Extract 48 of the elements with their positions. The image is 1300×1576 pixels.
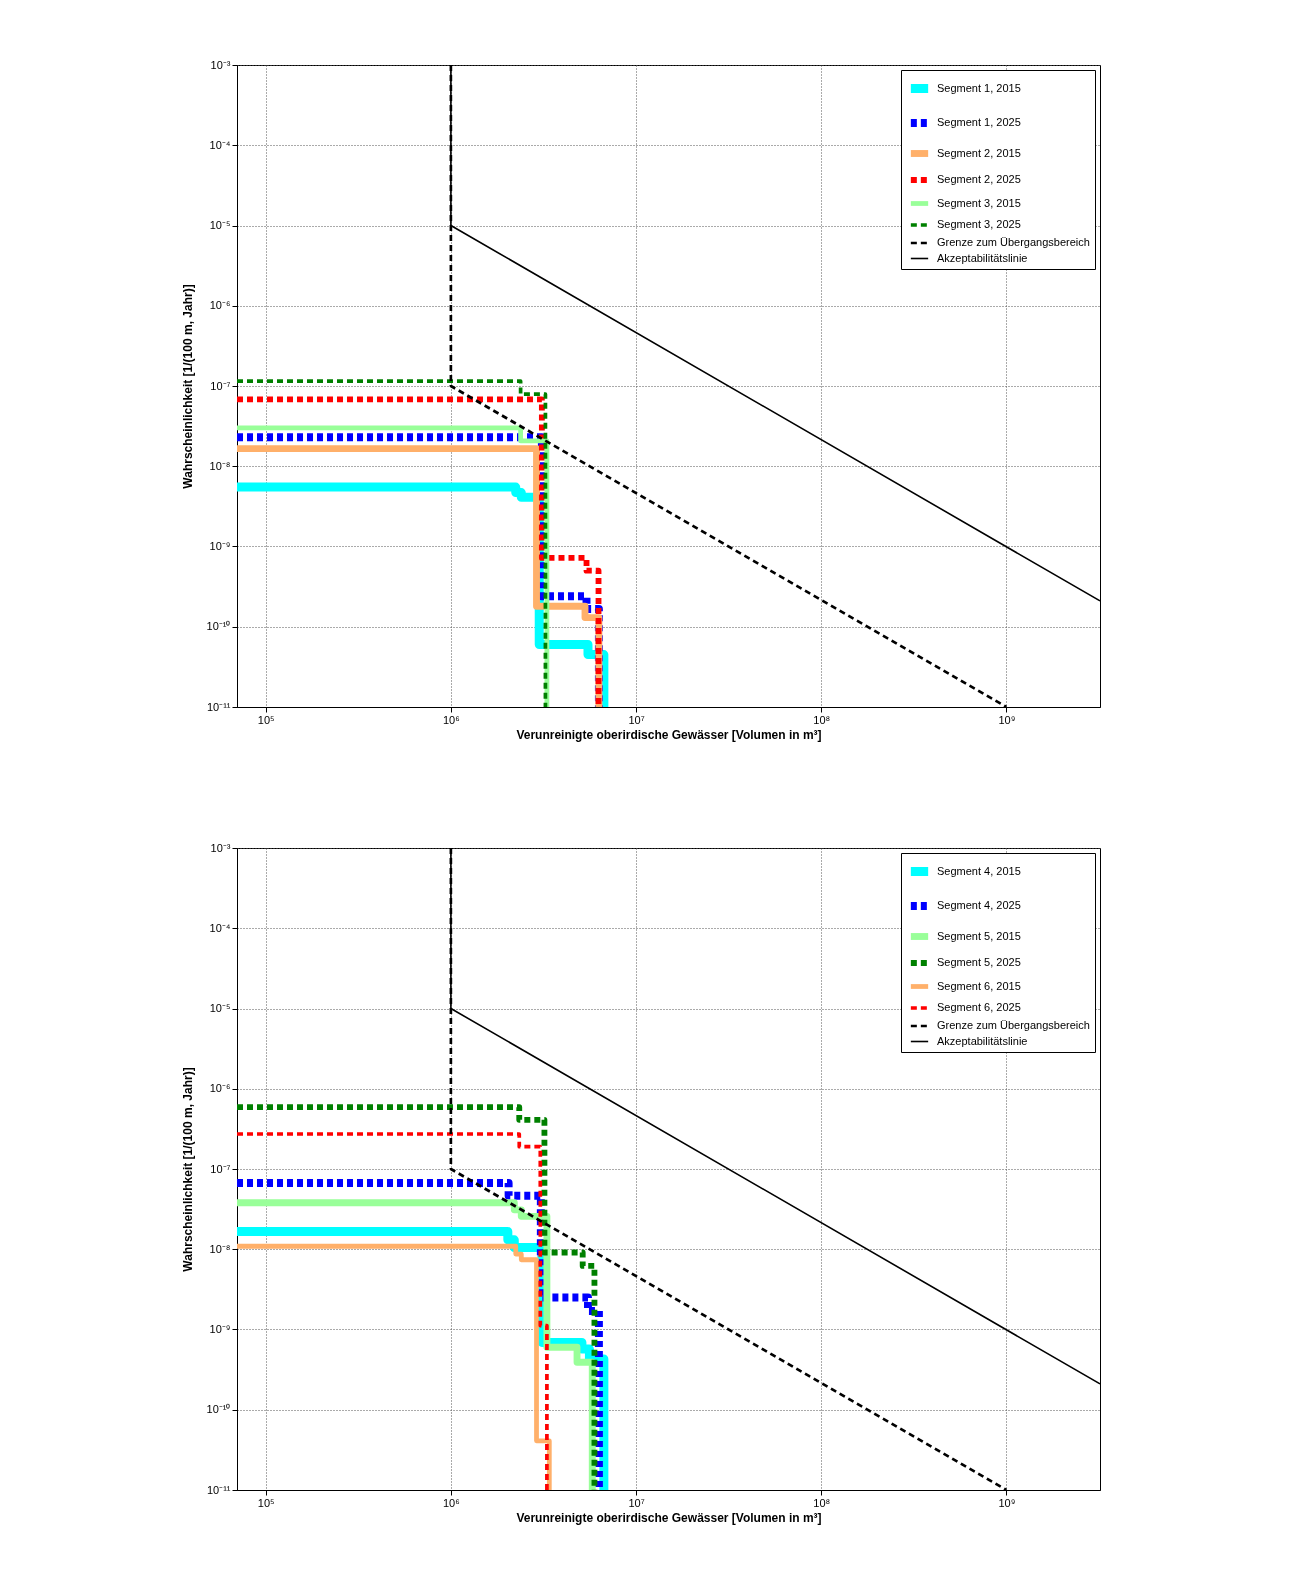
y-tick-label: 10⁻⁵: [209, 1002, 231, 1014]
y-tick-label: 10⁻¹⁰: [206, 1403, 231, 1416]
legend-label: Segment 6, 2015: [937, 979, 1021, 992]
legend-label: Segment 1, 2025: [937, 116, 1021, 128]
x-tick-label: 10⁸: [813, 713, 831, 726]
x-axis-title: Verunreinigte oberirdische Gewässer [Volumen in m³]: [516, 1510, 822, 1525]
legend-label: Segment 3, 2025: [937, 218, 1021, 230]
y-axis-title: Wahrscheinlichkeit [1/(100 m, Jahr)]: [180, 284, 195, 489]
legend-label: Akzeptabilitätslinie: [937, 1034, 1028, 1047]
x-tick-label: 10⁸: [813, 1496, 831, 1509]
x-axis-title: Verunreinigte oberirdische Gewässer [Volumen in m³]: [516, 727, 822, 742]
y-tick-label: 10⁻¹¹: [206, 1483, 231, 1496]
y-tick-label: 10⁻⁶: [209, 1082, 231, 1095]
y-tick-label: 10⁻⁸: [209, 459, 231, 472]
x-tick-label: 10⁷: [628, 713, 645, 726]
legend-label: Segment 2, 2015: [937, 146, 1021, 159]
legend-label: Segment 4, 2025: [937, 899, 1021, 911]
legend-label: Segment 5, 2015: [937, 929, 1021, 942]
y-tick-label: 10⁻³: [210, 58, 231, 71]
y-tick-label: 10⁻⁹: [209, 1323, 231, 1335]
x-tick-label: 10⁹: [998, 713, 1016, 726]
x-tick-label: 10⁹: [998, 1496, 1016, 1509]
legend-label: Segment 2, 2025: [937, 173, 1021, 185]
legend-label: Segment 1, 2015: [937, 81, 1021, 94]
y-tick-label: 10⁻⁷: [210, 379, 231, 392]
y-tick-label: 10⁻⁶: [209, 299, 231, 312]
legend-label: Grenze zum Übergangsbereich: [937, 236, 1090, 248]
y-tick-label: 10⁻⁴: [209, 921, 231, 934]
y-tick-label: 10⁻¹⁰: [206, 620, 231, 633]
y-tick-label: 10⁻³: [210, 841, 231, 854]
y-tick-label: 10⁻⁴: [209, 138, 231, 151]
x-tick-label: 10⁵: [257, 713, 275, 726]
legend-label: Segment 4, 2015: [937, 864, 1021, 877]
legend-label: Segment 6, 2025: [937, 1001, 1021, 1013]
legend-label: Akzeptabilitätslinie: [937, 251, 1028, 264]
legend-label: Grenze zum Übergangsbereich: [937, 1019, 1090, 1031]
y-tick-label: 10⁻⁵: [209, 219, 231, 231]
y-tick-label: 10⁻⁷: [210, 1162, 231, 1175]
x-tick-label: 10⁷: [628, 1496, 645, 1509]
x-tick-label: 10⁶: [442, 713, 460, 726]
y-tick-label: 10⁻⁸: [209, 1242, 231, 1255]
x-tick-label: 10⁵: [257, 1496, 275, 1509]
legend-label: Segment 3, 2015: [937, 196, 1021, 209]
y-tick-label: 10⁻¹¹: [206, 700, 231, 713]
x-tick-label: 10⁶: [442, 1496, 460, 1509]
legend-label: Segment 5, 2025: [937, 956, 1021, 968]
y-axis-title: Wahrscheinlichkeit [1/(100 m, Jahr)]: [180, 1067, 195, 1272]
y-tick-label: 10⁻⁹: [209, 540, 231, 552]
